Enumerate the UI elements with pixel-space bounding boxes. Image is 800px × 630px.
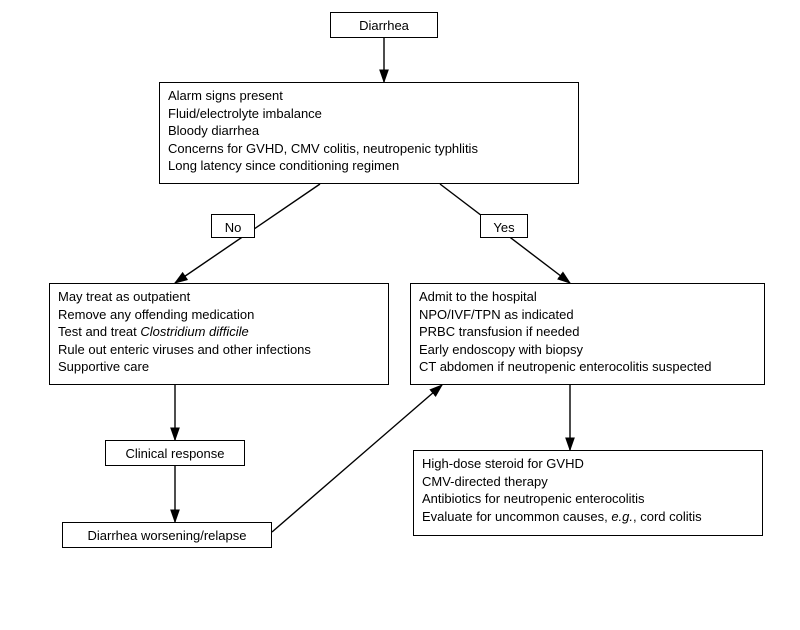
admit-line-2: PRBC transfusion if needed bbox=[419, 323, 756, 341]
start-text: Diarrhea bbox=[359, 18, 409, 33]
alarm-line-4: Long latency since conditioning regimen bbox=[168, 157, 570, 175]
label-yes: Yes bbox=[480, 214, 528, 238]
node-admit: Admit to the hospital NPO/IVF/TPN as ind… bbox=[410, 283, 765, 385]
no-text: No bbox=[225, 220, 242, 235]
outpatient-line-4: Supportive care bbox=[58, 358, 380, 376]
admit-line-1: NPO/IVF/TPN as indicated bbox=[419, 306, 756, 324]
admit-line-4: CT abdomen if neutropenic enterocolitis … bbox=[419, 358, 756, 376]
node-outpatient: May treat as outpatient Remove any offen… bbox=[49, 283, 389, 385]
admit-line-3: Early endoscopy with biopsy bbox=[419, 341, 756, 359]
outpatient-line-2: Test and treat Clostridium difficile bbox=[58, 323, 380, 341]
outpatient-line-0: May treat as outpatient bbox=[58, 288, 380, 306]
worsening-text: Diarrhea worsening/relapse bbox=[88, 528, 247, 543]
yes-text: Yes bbox=[493, 220, 514, 235]
alarm-line-0: Alarm signs present bbox=[168, 87, 570, 105]
treatments-line-0: High-dose steroid for GVHD bbox=[422, 455, 754, 473]
alarm-line-2: Bloody diarrhea bbox=[168, 122, 570, 140]
treatments-line-3: Evaluate for uncommon causes, e.g., cord… bbox=[422, 508, 754, 526]
node-alarm-signs: Alarm signs present Fluid/electrolyte im… bbox=[159, 82, 579, 184]
node-clinical-response: Clinical response bbox=[105, 440, 245, 466]
treatments-line-1: CMV-directed therapy bbox=[422, 473, 754, 491]
node-treatments: High-dose steroid for GVHD CMV-directed … bbox=[413, 450, 763, 536]
node-worsening: Diarrhea worsening/relapse bbox=[62, 522, 272, 548]
clinical-response-text: Clinical response bbox=[126, 446, 225, 461]
treatments-line-2: Antibiotics for neutropenic enterocoliti… bbox=[422, 490, 754, 508]
node-start: Diarrhea bbox=[330, 12, 438, 38]
alarm-line-3: Concerns for GVHD, CMV colitis, neutrope… bbox=[168, 140, 570, 158]
outpatient-line-1: Remove any offending medication bbox=[58, 306, 380, 324]
outpatient-line-3: Rule out enteric viruses and other infec… bbox=[58, 341, 380, 359]
admit-line-0: Admit to the hospital bbox=[419, 288, 756, 306]
label-no: No bbox=[211, 214, 255, 238]
alarm-line-1: Fluid/electrolyte imbalance bbox=[168, 105, 570, 123]
